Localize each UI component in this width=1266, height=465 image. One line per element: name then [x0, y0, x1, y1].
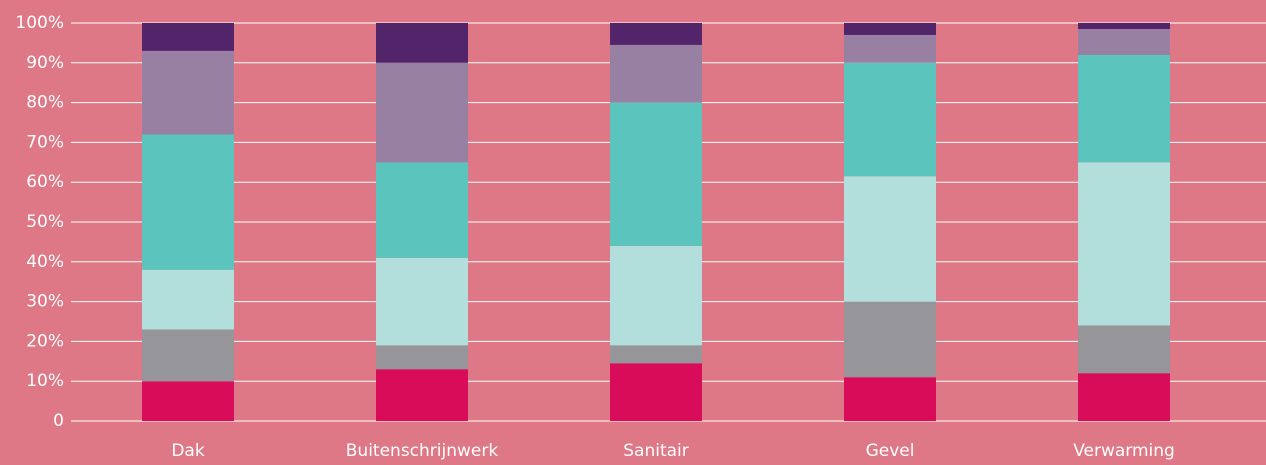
bar-segment [376, 162, 468, 258]
bar-segment [142, 23, 234, 51]
bar-segment [376, 62, 468, 163]
bar-segment [610, 44, 702, 103]
bar-segment [376, 257, 468, 346]
bar-segment [1078, 373, 1170, 421]
bar-segment [610, 363, 702, 421]
bar-segment [376, 23, 468, 63]
x-tick-label: Dak [171, 441, 205, 461]
bar-segment [610, 102, 702, 246]
y-tick-label: 100% [15, 13, 64, 33]
bar-segment [142, 134, 234, 270]
bar-segment [844, 23, 936, 35]
y-tick-label: 60% [26, 172, 64, 192]
bar-segment [1078, 28, 1170, 55]
y-tick-label: 10% [26, 371, 64, 391]
y-tick-label: 20% [26, 331, 64, 351]
bar-segment [844, 301, 936, 378]
bar-segment [844, 62, 936, 177]
bar-segment [610, 23, 702, 45]
y-tick-label: 90% [26, 53, 64, 73]
bar-segment [376, 345, 468, 370]
x-tick-label: Gevel [866, 441, 915, 461]
y-tick-label: 70% [26, 132, 64, 152]
y-tick-label: 50% [26, 212, 64, 232]
bar-segment [844, 176, 936, 302]
bar-segment [1078, 23, 1170, 29]
bar-segment [1078, 325, 1170, 374]
y-tick-label: 80% [26, 93, 64, 113]
bar-segment [1078, 162, 1170, 326]
bar-segment [1078, 54, 1170, 163]
bar-segment [142, 50, 234, 135]
bar-segment [844, 34, 936, 63]
x-tick-label: Buitenschrijnwerk [346, 441, 499, 461]
y-tick-label: 40% [26, 252, 64, 272]
bar-segment [142, 381, 234, 421]
bar-segment [610, 345, 702, 364]
bar-segment [376, 369, 468, 421]
bar-segment [844, 377, 936, 421]
bar-segment [142, 269, 234, 330]
y-tick-label: 0 [53, 411, 64, 431]
bar-segment [610, 245, 702, 346]
x-tick-label: Sanitair [623, 441, 689, 461]
y-tick-label: 30% [26, 292, 64, 312]
bar-segment [142, 329, 234, 382]
x-tick-label: Verwarming [1073, 441, 1175, 461]
